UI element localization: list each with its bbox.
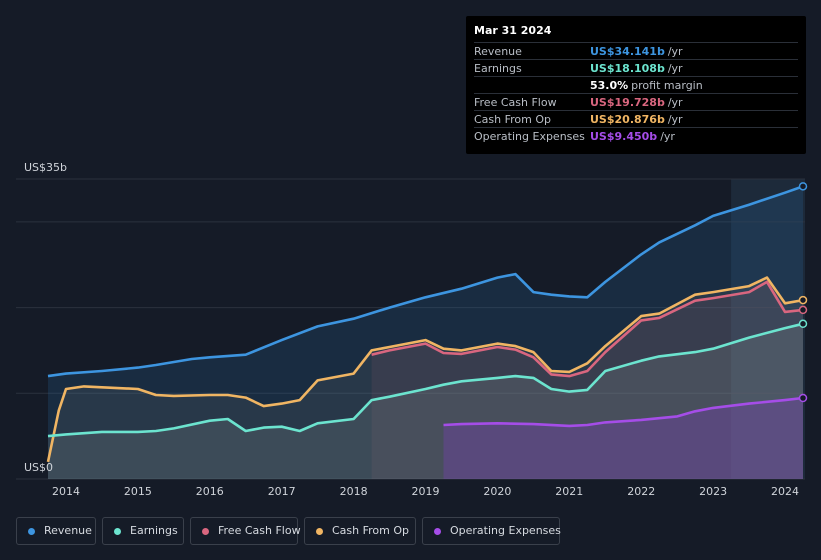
legend-label: Revenue — [44, 524, 92, 537]
tooltip-row-unit: /yr — [667, 113, 683, 126]
tooltip-row-value-wrap: US$9.450b/yr — [590, 130, 675, 143]
tooltip-row-value-wrap: US$20.876b/yr — [590, 113, 683, 126]
tooltip-row-label: Earnings — [474, 62, 522, 75]
x-tick-label: 2019 — [412, 485, 440, 498]
endpoint-revenue — [798, 182, 808, 191]
tooltip-row-unit: /yr — [667, 96, 683, 109]
tooltip-row: Earnings US$18.108b/yr — [474, 59, 798, 77]
data-tooltip: Mar 31 2024 Revenue US$34.141b/yr Earnings… — [466, 16, 806, 154]
tooltip-row-value: US$19.728b — [590, 96, 665, 109]
series-areas — [48, 186, 803, 479]
legend-item-earnings[interactable]: Earnings — [102, 517, 184, 545]
forecast-band — [731, 179, 805, 479]
tooltip-row: Operating Expenses US$9.450b/yr — [474, 127, 798, 145]
tooltip-row-label: Cash From Op — [474, 113, 552, 126]
line-operating-expenses — [443, 396, 804, 428]
x-axis-ticks: 2014 2015 2016 2017 2018 2019 2020 2021 2022 2023… — [52, 485, 799, 498]
endpoint-earnings — [798, 319, 808, 329]
tooltip-date: Mar 31 2024 — [474, 24, 552, 37]
tooltip-row-unit: /yr — [667, 45, 683, 58]
line-earnings — [47, 322, 804, 438]
tooltip-row-value-wrap: US$18.108b/yr — [590, 62, 683, 75]
legend-item-revenue[interactable]: Revenue — [16, 517, 96, 545]
endpoint-free-cash-flow — [798, 305, 808, 315]
area-free-cash-flow — [371, 281, 803, 479]
tooltip-row: 53.0% profit margin — [474, 76, 798, 94]
tooltip-row-value: US$34.141b — [590, 45, 665, 58]
endpoint-cash-from-op — [798, 295, 808, 305]
y-axis-min-label: US$0 — [24, 461, 53, 474]
legend-dot-icon — [202, 528, 209, 535]
legend-label: Earnings — [130, 524, 178, 537]
legend-label: Cash From Op — [332, 524, 410, 537]
legend-label: Free Cash Flow — [218, 524, 301, 537]
tooltip-row-label: Revenue — [474, 45, 522, 58]
tooltip-row-value: US$9.450b — [590, 130, 658, 143]
tooltip-row: Revenue US$34.141b/yr — [474, 42, 798, 60]
tooltip-row-unit: profit margin — [631, 79, 703, 92]
y-axis-max-label: US$35b — [24, 161, 67, 174]
tooltip-row-value-wrap: US$19.728b/yr — [590, 96, 683, 109]
tooltip-row-value: 53.0% — [590, 79, 629, 92]
legend-item-cash-from-op[interactable]: Cash From Op — [304, 517, 416, 545]
line-free-cash-flow — [371, 280, 804, 378]
x-tick-label: 2024 — [771, 485, 799, 498]
legend-item-operating-expenses[interactable]: Operating Expenses — [422, 517, 561, 545]
area-operating-expenses — [443, 398, 803, 479]
area-revenue — [48, 186, 803, 479]
series-lines — [46, 185, 804, 463]
x-tick-label: 2017 — [268, 485, 296, 498]
tooltip-row: Free Cash Flow US$19.728b/yr — [474, 93, 798, 111]
tooltip-row-value: US$20.876b — [590, 113, 665, 126]
tooltip-row-label: Operating Expenses — [474, 130, 585, 143]
x-tick-label: 2018 — [340, 485, 368, 498]
legend-dot-icon — [114, 528, 121, 535]
legend-dot-icon — [434, 528, 441, 535]
tooltip-row-value-wrap: 53.0% profit margin — [590, 79, 703, 92]
tooltip-row-unit: /yr — [667, 62, 683, 75]
tooltip-row-value: US$18.108b — [590, 62, 665, 75]
x-tick-label: 2015 — [124, 485, 152, 498]
area-cash-from-op — [48, 277, 803, 479]
x-tick-label: 2021 — [555, 485, 583, 498]
legend-dot-icon — [28, 528, 35, 535]
tooltip-row: Cash From Op US$20.876b/yr — [474, 110, 798, 128]
tooltip-row-label: Free Cash Flow — [474, 96, 557, 109]
tooltip-row-value-wrap: US$34.141b/yr — [590, 45, 683, 58]
line-cash-from-op — [46, 276, 804, 463]
x-tick-label: 2022 — [627, 485, 655, 498]
legend-dot-icon — [316, 528, 323, 535]
x-tick-label: 2016 — [196, 485, 224, 498]
area-earnings — [48, 323, 803, 479]
x-tick-label: 2014 — [52, 485, 80, 498]
endpoint-operating-expenses — [798, 393, 808, 403]
x-tick-label: 2020 — [483, 485, 511, 498]
series-endpoints — [798, 182, 808, 403]
line-revenue — [47, 185, 804, 378]
x-tick-label: 2023 — [699, 485, 727, 498]
tooltip-row-unit: /yr — [660, 130, 675, 143]
legend-label: Operating Expenses — [450, 524, 561, 537]
legend-item-free-cash-flow[interactable]: Free Cash Flow — [190, 517, 301, 545]
